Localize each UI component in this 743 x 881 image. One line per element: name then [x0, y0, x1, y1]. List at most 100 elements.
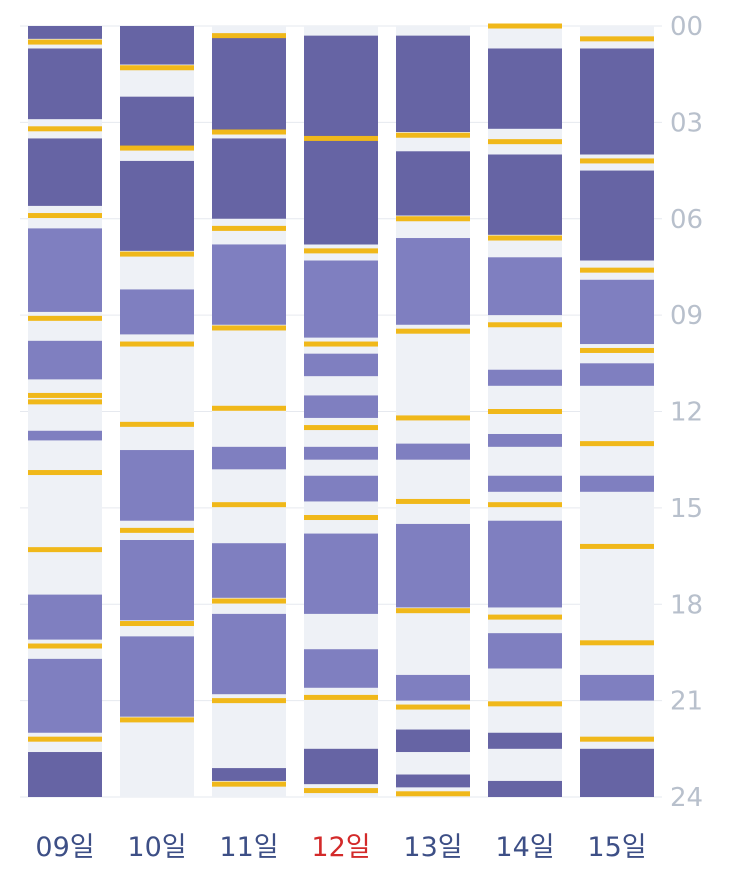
hour-tick-label: 03 [670, 108, 703, 138]
day-tick-label: 12일 [311, 832, 370, 863]
wake-marker [488, 139, 562, 145]
wake-marker [488, 701, 562, 707]
sleep-segment-deep [580, 170, 654, 261]
day-tick-label: 13일 [403, 832, 462, 863]
sleep-segment-light [580, 674, 654, 701]
sleep-segment-light [28, 594, 102, 640]
sleep-segment-light [28, 340, 102, 380]
wake-marker [396, 791, 470, 797]
sleep-segment-deep [396, 151, 470, 216]
wake-marker [580, 267, 654, 273]
sleep-segment-light [488, 633, 562, 669]
sleep-segment-light [120, 540, 194, 621]
hour-tick-label: 09 [670, 301, 703, 331]
sleep-segment-deep [212, 35, 286, 133]
wake-marker [212, 502, 286, 508]
day-column-5 [396, 26, 470, 797]
wake-marker [580, 441, 654, 447]
sleep-segment-deep [120, 96, 194, 149]
sleep-segment-deep [28, 26, 102, 39]
wake-marker [28, 547, 102, 553]
sleep-segment-light [304, 475, 378, 502]
sleep-segment-light [28, 658, 102, 733]
sleep-segment-deep [580, 748, 654, 797]
wake-marker [488, 235, 562, 241]
wake-marker [304, 425, 378, 431]
wake-marker [120, 527, 194, 533]
wake-marker [304, 248, 378, 254]
sleep-segment-light [212, 244, 286, 325]
sleep-segment-deep [396, 35, 470, 133]
sleep-segment-deep [580, 48, 654, 155]
wake-marker [488, 502, 562, 508]
wake-marker [304, 788, 378, 794]
wake-marker [212, 225, 286, 231]
sleep-segment-deep [212, 768, 286, 781]
sleep-segment-deep [120, 160, 194, 251]
wake-marker [488, 409, 562, 414]
wake-marker [396, 132, 470, 138]
wake-marker [28, 399, 102, 405]
sleep-segment-light [304, 260, 378, 338]
sleep-segment-light [120, 289, 194, 335]
sleep-segment-light [212, 613, 286, 695]
sleep-segment-light [580, 475, 654, 492]
sleep-segment-light [580, 279, 654, 345]
sleep-segment-light [488, 257, 562, 316]
hour-tick-label: 24 [670, 783, 703, 813]
wake-marker [580, 36, 654, 42]
hour-tick-label: 15 [670, 494, 703, 524]
wake-marker [396, 498, 470, 504]
sleep-segment-light [304, 353, 378, 377]
day-column-4 [304, 26, 378, 797]
sleep-segment-light [212, 543, 286, 598]
sleep-segment-light [396, 523, 470, 608]
day-tick-label: 14일 [495, 832, 554, 863]
day-tick-label: 11일 [219, 832, 278, 863]
sleep-segment-light [488, 433, 562, 447]
wake-marker [580, 543, 654, 549]
day-tick-label: 10일 [127, 832, 186, 863]
hour-axis: 00 03 06 09 12 15 18 21 24 [670, 12, 703, 813]
wake-marker [28, 213, 102, 219]
wake-marker [212, 598, 286, 604]
wake-marker [28, 736, 102, 742]
sleep-segment-deep [396, 729, 470, 753]
sleep-segment-deep [488, 780, 562, 797]
wake-marker [396, 216, 470, 222]
sleep-segment-deep [488, 154, 562, 235]
wake-marker [488, 614, 562, 620]
day-column-1 [28, 26, 102, 797]
wake-marker [120, 65, 194, 71]
hour-tick-label: 12 [670, 398, 703, 428]
wake-marker [120, 421, 194, 427]
sleep-segment-deep [396, 774, 470, 788]
sleep-segment-deep [488, 732, 562, 749]
wake-marker [28, 392, 102, 398]
sleep-segment-deep [28, 138, 102, 206]
wake-marker [212, 698, 286, 704]
wake-marker [212, 405, 286, 411]
wake-marker [580, 347, 654, 353]
wake-marker [28, 39, 102, 45]
sleep-segment-deep [28, 752, 102, 797]
sleep-segment-light [120, 636, 194, 717]
wake-marker [120, 145, 194, 151]
sleep-segment-deep [212, 138, 286, 219]
day-columns [28, 23, 654, 797]
day-column-2 [120, 26, 194, 797]
sleep-segment-light [304, 649, 378, 688]
sleep-segment-light [304, 395, 378, 418]
sleep-segment-light [396, 674, 470, 701]
day-axis: 09일 10일 11일 12일 13일 14일 15일 [35, 832, 646, 863]
sleep-segment-light [396, 443, 470, 460]
wake-marker [580, 736, 654, 742]
sleep-segment-light [212, 446, 286, 470]
wake-marker [212, 129, 286, 135]
sleep-segment-light [304, 446, 378, 460]
wake-marker [120, 717, 194, 723]
sleep-segment-light [304, 533, 378, 614]
day-tick-label: 15일 [587, 832, 646, 863]
sleep-segment-deep [304, 144, 378, 245]
wake-marker [28, 315, 102, 321]
